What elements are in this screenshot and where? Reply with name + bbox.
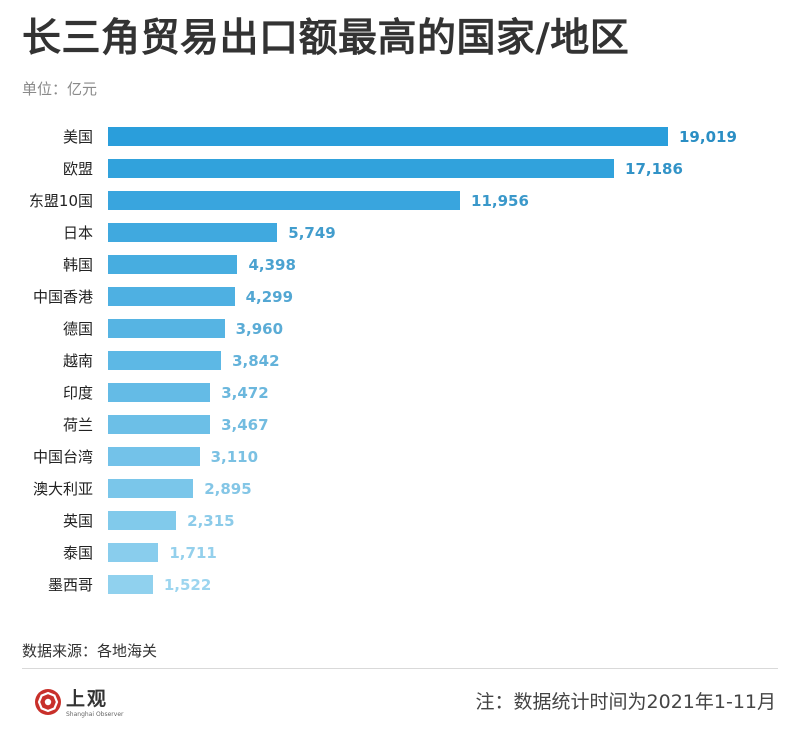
bar-chart: 美国 19,019 欧盟 17,186 东盟10国 11,956 日本 5,749 韩国 4,39… xyxy=(28,127,737,594)
bar xyxy=(108,319,225,338)
value-label: 3,467 xyxy=(221,415,269,434)
bar xyxy=(108,223,278,242)
bar xyxy=(108,415,211,434)
bar xyxy=(108,479,194,498)
bar xyxy=(108,287,235,306)
brand-subtitle: Shanghai Observer xyxy=(66,711,124,718)
bar xyxy=(108,127,668,146)
bar xyxy=(108,383,211,402)
category-label: 日本 xyxy=(62,223,93,242)
brand-name: 上观 xyxy=(66,688,109,710)
bar xyxy=(108,159,615,178)
category-label: 韩国 xyxy=(62,255,93,274)
category-label: 泰国 xyxy=(62,543,93,562)
category-label: 英国 xyxy=(62,511,93,530)
bar xyxy=(108,351,222,370)
value-label: 4,299 xyxy=(245,287,294,306)
bar xyxy=(108,543,159,562)
category-label: 中国台湾 xyxy=(32,447,93,466)
category-label: 墨西哥 xyxy=(47,575,93,594)
category-label: 中国香港 xyxy=(32,287,93,306)
value-label: 3,110 xyxy=(210,447,259,466)
value-label: 4,398 xyxy=(248,255,296,274)
value-label: 3,842 xyxy=(232,351,280,370)
category-label: 欧盟 xyxy=(62,159,93,178)
shanghai-observer-logo-icon xyxy=(35,689,61,715)
data-source: 数据来源：各地海关 xyxy=(22,642,158,660)
value-label: 17,186 xyxy=(625,159,683,178)
value-label: 2,895 xyxy=(204,479,252,498)
category-label: 澳大利亚 xyxy=(32,479,93,498)
value-label: 3,960 xyxy=(235,319,284,338)
value-label: 1,711 xyxy=(169,543,217,562)
value-label: 3,472 xyxy=(221,383,269,402)
category-label: 东盟10国 xyxy=(28,191,93,210)
value-label: 2,315 xyxy=(187,511,235,530)
bar xyxy=(108,191,461,210)
value-label: 11,956 xyxy=(471,191,529,210)
date-note: 注：数据统计时间为2021年1-11月 xyxy=(475,691,776,713)
category-label: 印度 xyxy=(62,383,93,402)
category-label: 越南 xyxy=(62,351,93,370)
unit-label: 单位：亿元 xyxy=(22,80,98,98)
value-label: 19,019 xyxy=(679,127,737,146)
category-label: 荷兰 xyxy=(62,415,93,434)
category-label: 美国 xyxy=(62,127,93,146)
bar xyxy=(108,447,200,466)
footer-divider xyxy=(22,668,778,669)
category-label: 德国 xyxy=(62,319,93,338)
chart-title: 长三角贸易出口额最高的国家/地区 xyxy=(22,16,630,61)
bar xyxy=(108,255,238,274)
bar xyxy=(108,511,177,530)
value-label: 1,522 xyxy=(163,575,212,594)
bar xyxy=(108,575,153,594)
value-label: 5,749 xyxy=(288,223,336,242)
